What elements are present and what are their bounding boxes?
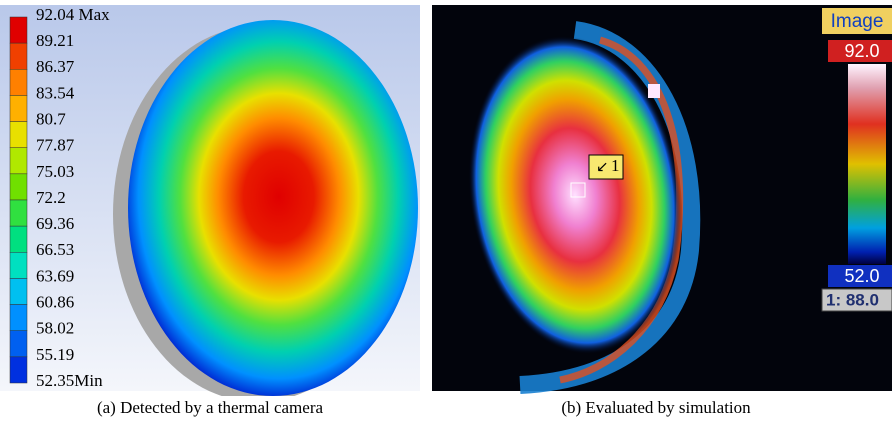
legend-swatch <box>10 174 27 200</box>
legend-label: 72.2 <box>36 188 66 207</box>
legend-swatch <box>10 357 27 383</box>
legend-label: 66.53 <box>36 240 74 259</box>
legend-label: 89.21 <box>36 31 74 50</box>
caption-b: (b) Evaluated by simulation <box>446 398 866 418</box>
legend-swatch <box>10 331 27 357</box>
caption-a: (a) Detected by a thermal camera <box>0 398 420 418</box>
legend-swatch <box>10 43 27 69</box>
legend-swatch <box>10 305 27 331</box>
marker-arrow: ↙ <box>596 159 609 175</box>
legend-label: 63.69 <box>36 266 74 285</box>
legend-label: 92.04 Max <box>36 5 110 24</box>
color-bar <box>848 64 886 264</box>
legend-swatch <box>10 200 27 226</box>
min-label: 52.0 <box>844 266 879 286</box>
legend-label: 55.19 <box>36 345 74 364</box>
figure: 92.04 Max 89.21 86.37 83.54 80.7 77.87 75.03 72… <box>0 0 892 423</box>
legend-swatch <box>10 122 27 148</box>
legend-label: 86.37 <box>36 57 75 76</box>
legend-swatch <box>10 17 27 43</box>
legend-swatch <box>10 252 27 278</box>
legend-label: 60.86 <box>36 292 74 311</box>
legend-swatch <box>10 148 27 174</box>
legend-label: 69.36 <box>36 214 74 233</box>
mode-label: Image <box>831 11 884 32</box>
legend-label: 52.35Min <box>36 371 103 390</box>
legend-swatch <box>10 95 27 121</box>
legend-swatch <box>10 69 27 95</box>
hot-pixel <box>648 84 660 98</box>
figure-panels: 92.04 Max 89.21 86.37 83.54 80.7 77.87 75.03 72… <box>0 0 892 396</box>
legend-label: 58.02 <box>36 319 74 338</box>
legend-swatch <box>10 226 27 252</box>
legend-label: 80.7 <box>36 109 66 128</box>
spot-marker-label: 1 <box>611 156 620 175</box>
legend-label: 75.03 <box>36 162 74 181</box>
legend-label: 77.87 <box>36 136 75 155</box>
spot-readout: 1: 88.0 <box>826 290 879 309</box>
legend-swatch <box>10 278 27 304</box>
legend-label: 83.54 <box>36 83 75 102</box>
temperature-field <box>128 20 418 396</box>
max-label: 92.0 <box>844 41 879 61</box>
